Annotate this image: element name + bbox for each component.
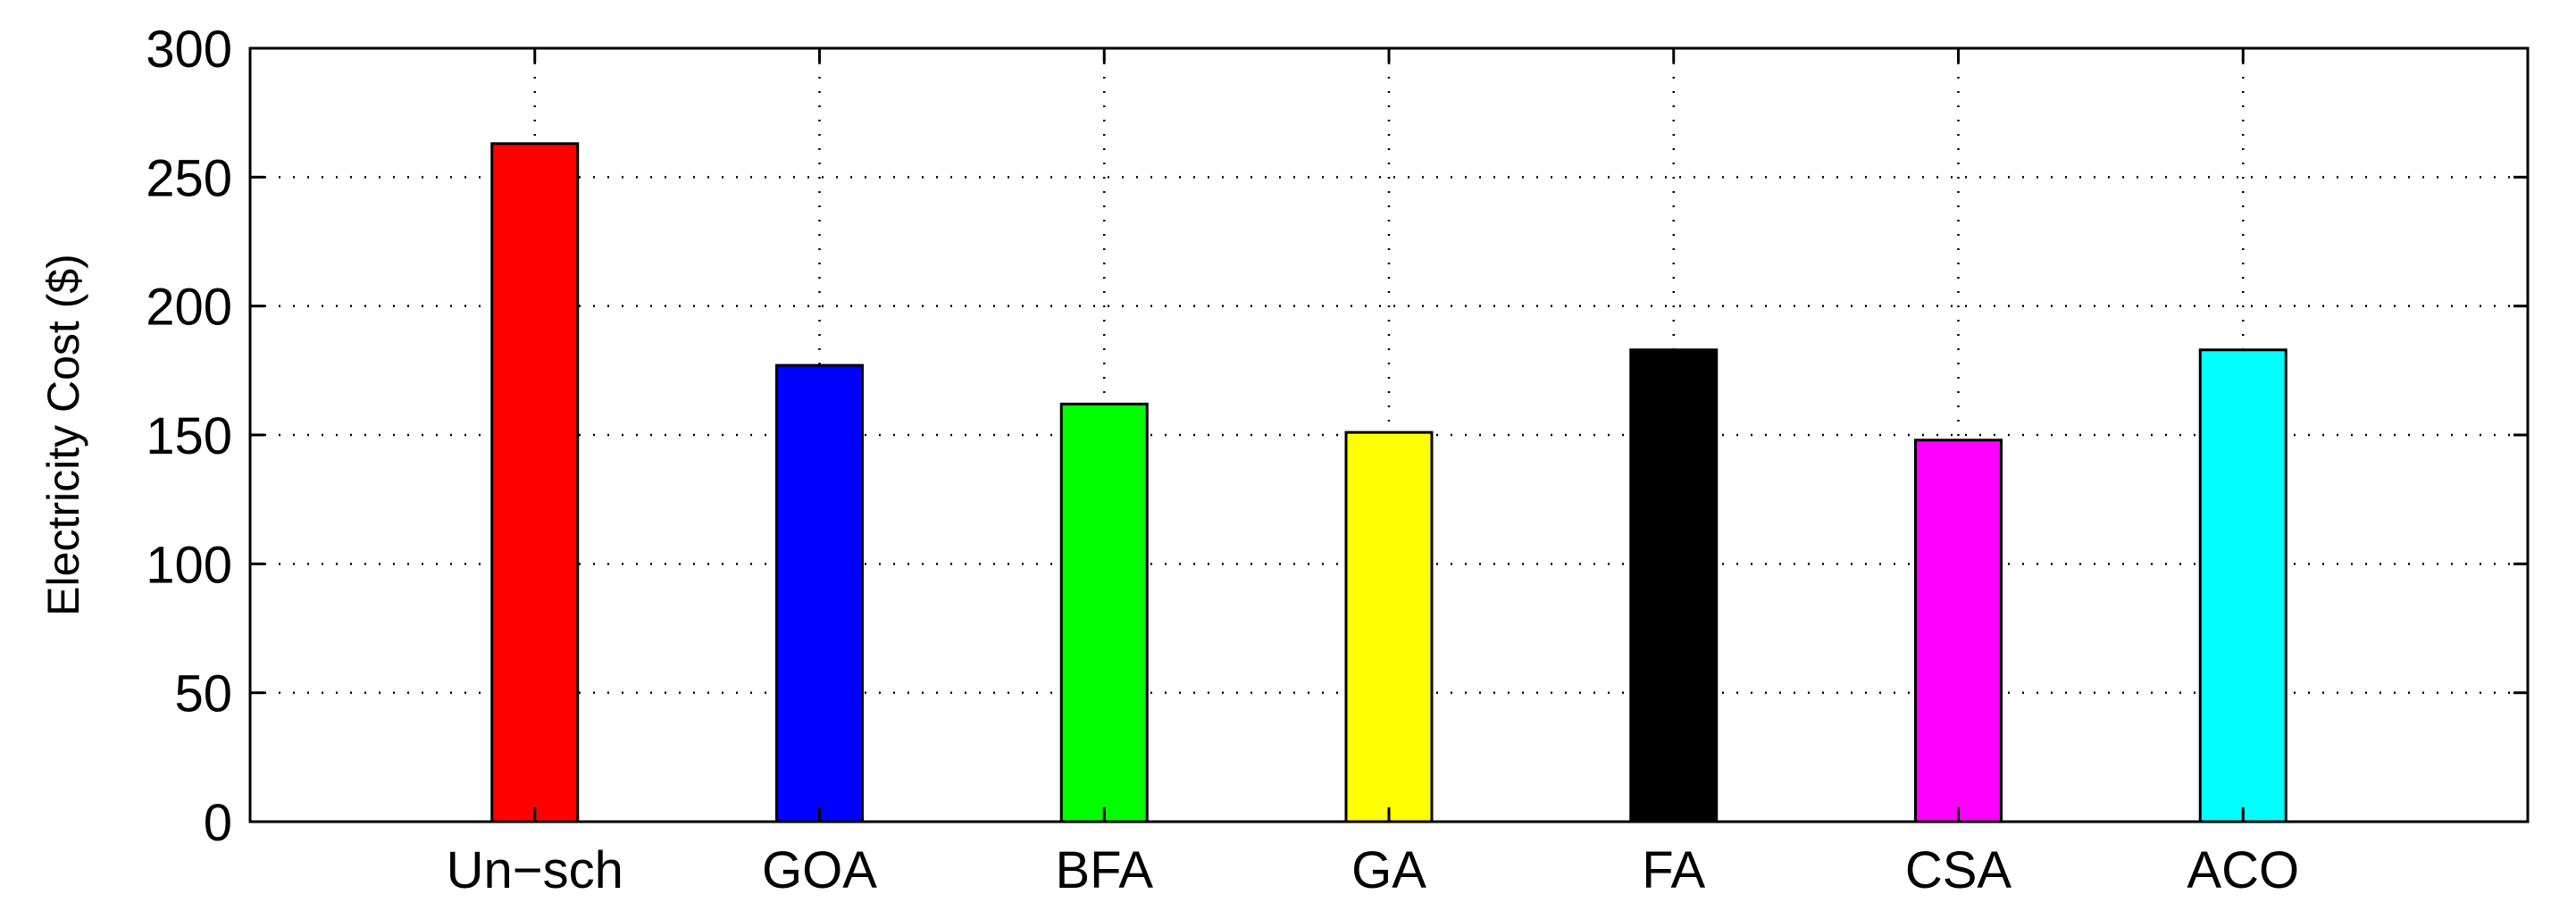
x-tick-label: CSA xyxy=(1905,841,2012,899)
y-tick-label: 150 xyxy=(146,407,232,465)
x-tick-label: BFA xyxy=(1055,841,1153,899)
y-tick-label: 300 xyxy=(146,21,232,79)
bar-6 xyxy=(2198,348,2287,823)
x-tick-label: ACO xyxy=(2187,841,2299,899)
y-axis-label: Electricity Cost ($) xyxy=(38,254,88,616)
y-tick-label: 200 xyxy=(146,279,232,337)
x-axis-ticks: Un−sch GOA BFA GA FA CSA ACO xyxy=(447,48,2299,899)
y-tick-label: 50 xyxy=(174,665,232,723)
bars xyxy=(490,142,2287,823)
y-axis-ticks: 0 50 100 150 200 250 300 xyxy=(146,21,2528,852)
y-tick-label: 250 xyxy=(146,149,232,207)
x-tick-label: GOA xyxy=(762,841,877,899)
bar-1 xyxy=(775,364,864,823)
bar-0 xyxy=(490,142,580,823)
bar-5 xyxy=(1914,439,2003,823)
bar-4 xyxy=(1629,348,1719,823)
bar-3 xyxy=(1344,430,1434,823)
x-tick-label: Un−sch xyxy=(447,841,623,899)
y-tick-label: 100 xyxy=(146,536,232,594)
x-tick-label: FA xyxy=(1642,841,1705,899)
x-tick-label: GA xyxy=(1351,841,1426,899)
bar-2 xyxy=(1059,402,1149,823)
y-tick-label: 0 xyxy=(204,794,232,852)
